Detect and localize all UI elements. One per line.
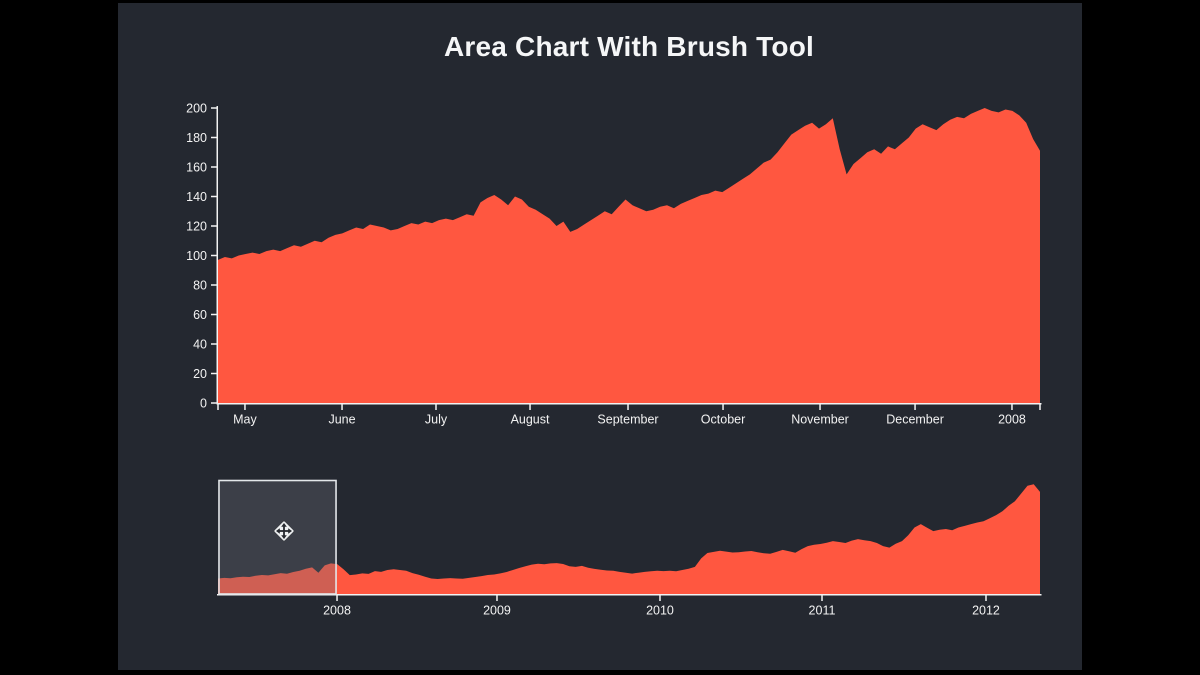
main-y-tick-label: 20 <box>193 367 207 381</box>
main-area-series <box>218 108 1040 403</box>
main-y-tick-label: 120 <box>186 219 207 233</box>
move-cursor-arrowhead <box>281 523 287 527</box>
main-y-tick-label: 140 <box>186 190 207 204</box>
main-x-tick-label: October <box>701 413 745 427</box>
main-y-tick-label: 40 <box>193 337 207 351</box>
main-y-tick-label: 100 <box>186 249 207 263</box>
main-x-tick-label: July <box>425 413 448 427</box>
brush-x-tick-label: 2011 <box>809 604 836 618</box>
main-x-tick-label: December <box>886 413 944 427</box>
main-y-tick-label: 60 <box>193 308 207 322</box>
main-x-tick-label: August <box>511 413 550 427</box>
move-cursor-icon <box>273 520 295 542</box>
main-y-tick-label: 0 <box>200 396 207 410</box>
main-y-tick-label: 180 <box>186 131 207 145</box>
main-y-tick-label: 160 <box>186 160 207 174</box>
main-y-tick-label: 80 <box>193 278 207 292</box>
brush-x-tick-label: 2008 <box>323 604 351 618</box>
main-x-tick-label: June <box>328 413 355 427</box>
brush-selection[interactable] <box>218 479 337 595</box>
brush-x-tick-label: 2010 <box>646 604 674 618</box>
move-cursor-arrowhead <box>288 528 292 534</box>
brush-mini-chart[interactable]: 2008 2009 2010 2011 2012 <box>217 479 1042 618</box>
main-area-chart: May June July August September October Novembe… <box>186 101 1042 427</box>
move-cursor-arrowhead <box>276 528 280 534</box>
brush-x-tick-label: 2012 <box>972 604 1000 618</box>
brush-area-series[interactable] <box>218 484 1040 594</box>
main-y-tick-label: 200 <box>186 101 207 115</box>
main-x-tick-label: 2008 <box>998 413 1026 427</box>
main-x-tick-label: May <box>233 413 257 427</box>
main-x-tick-label: November <box>791 413 849 427</box>
page-title: Area Chart With Brush Tool <box>444 31 814 62</box>
brush-x-tick-label: 2009 <box>483 604 511 618</box>
main-x-tick-label: September <box>597 413 658 427</box>
move-cursor-arrowhead <box>281 535 287 539</box>
